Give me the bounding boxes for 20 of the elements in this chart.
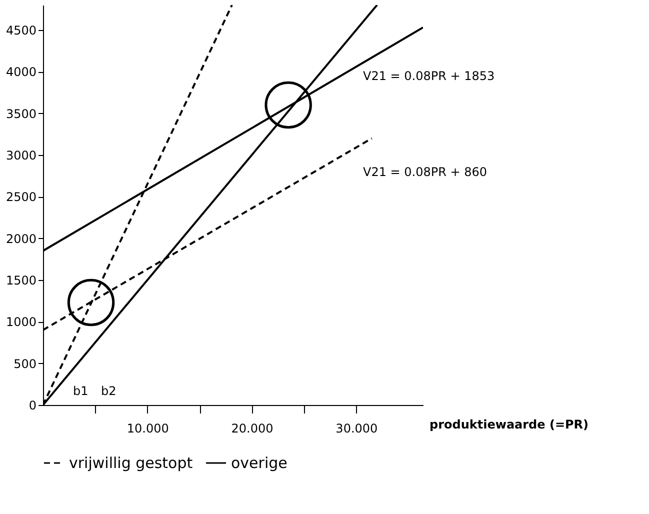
x-tick-label: 10.000 <box>126 422 169 436</box>
y-tick-label: 2000 <box>6 232 36 246</box>
annotation: b2 <box>101 384 116 398</box>
annotation: b1 <box>73 384 88 398</box>
annotation: V21 = 0.08PR + 1853 <box>363 69 495 83</box>
y-tick-label: 1000 <box>6 315 36 330</box>
y-tick-label: 1500 <box>6 274 36 288</box>
x-tick-label: 20.000 <box>231 422 274 436</box>
x-tick-label: 30.000 <box>336 422 378 436</box>
legend-label: vrijwillig gestopt <box>69 454 193 472</box>
y-tick-label: 4000 <box>6 65 36 80</box>
y-tick-label: 2500 <box>6 190 36 204</box>
legend-label: overige <box>231 454 288 472</box>
y-tick-label: 3500 <box>6 106 36 121</box>
y-tick-label: 3000 <box>6 148 36 162</box>
y-tick-label: 500 <box>14 356 36 371</box>
annotation: V21 = 0.08PR + 860 <box>363 165 488 179</box>
x-axis-title: produktiewaarde (=PR) <box>430 418 589 432</box>
y-tick-label: 4500 <box>6 24 36 38</box>
y-tick-label: 0 <box>28 398 36 412</box>
